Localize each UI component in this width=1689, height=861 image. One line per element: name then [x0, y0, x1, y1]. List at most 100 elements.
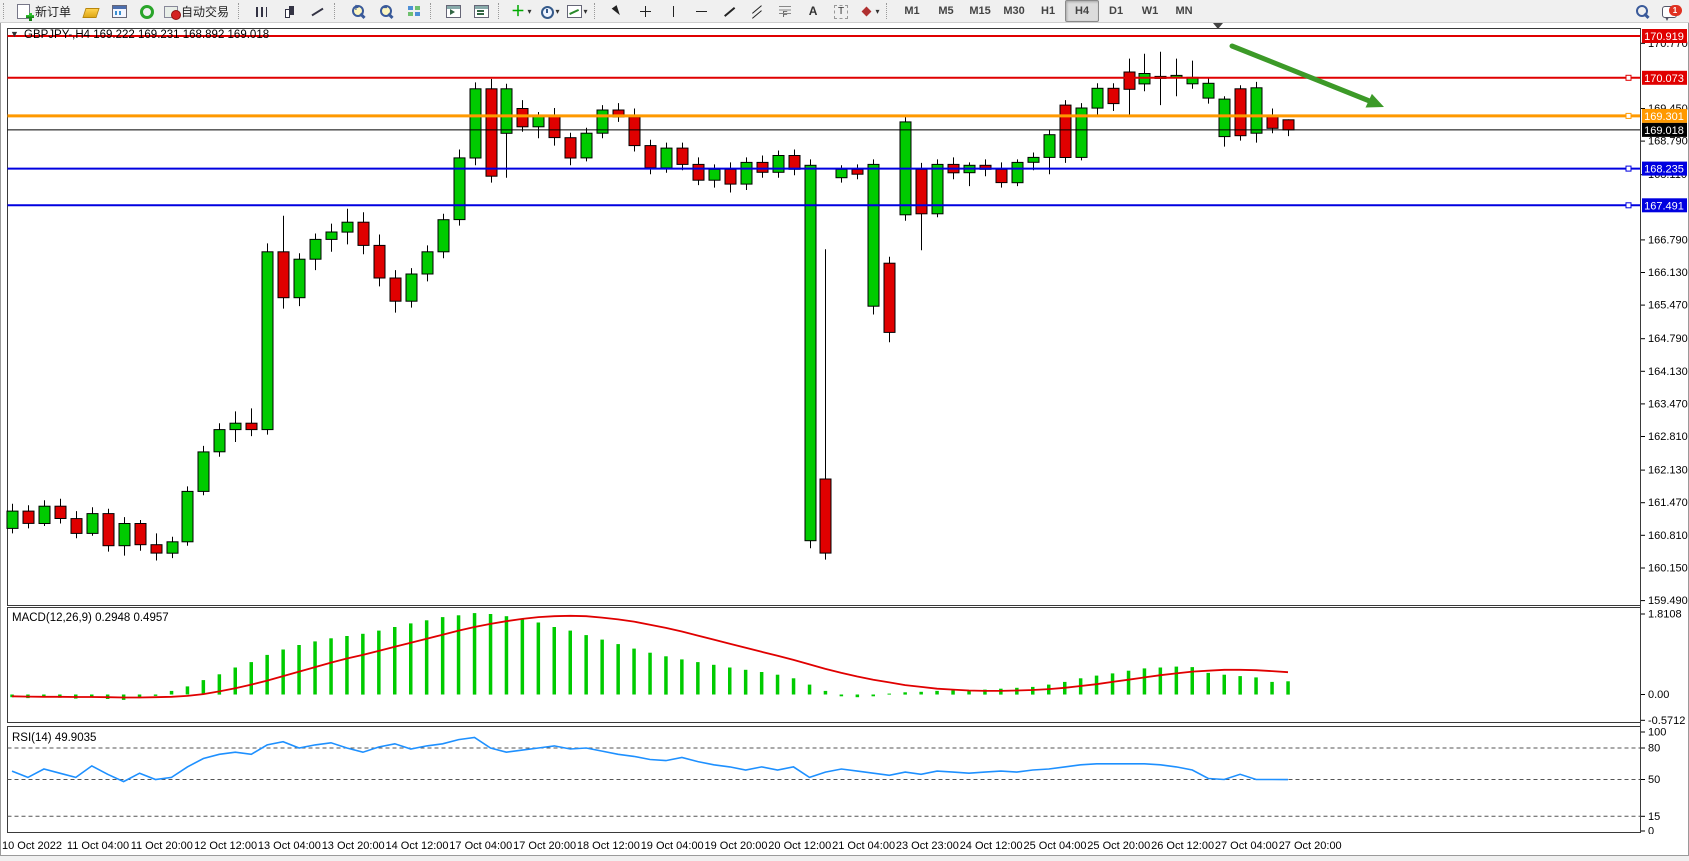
equidistant-channel-button[interactable]: [743, 0, 771, 22]
text-label-button[interactable]: T: [827, 0, 855, 22]
templates-button[interactable]: ▾: [563, 0, 591, 22]
macd-histogram-bar: [951, 690, 955, 695]
candlestick-chart-button[interactable]: [275, 0, 303, 22]
bar-chart-button[interactable]: [247, 0, 275, 22]
cursor-button[interactable]: [603, 0, 631, 22]
vertical-line-button[interactable]: [659, 0, 687, 22]
rsi-scale-label: 15: [1648, 811, 1660, 823]
timeframe-m5-button[interactable]: M5: [938, 5, 954, 17]
window-a-icon: [445, 5, 461, 18]
date-label: 19 Oct 04:00: [641, 840, 704, 852]
macd-histogram-bar: [1190, 667, 1194, 695]
bull-candle: [804, 164, 817, 542]
indicators-button[interactable]: ＋ ▾: [507, 0, 535, 22]
fibonacci-button[interactable]: F: [771, 0, 799, 22]
price-badge-label: 170.919: [1644, 31, 1684, 43]
bull-candle: [166, 541, 179, 554]
macd-pane[interactable]: [7, 607, 1641, 723]
tile-windows-icon: [406, 4, 421, 19]
price-tick-label: 164.130: [1648, 366, 1688, 378]
time-axis[interactable]: [1, 834, 1688, 855]
toolbar-grip: [430, 3, 435, 19]
bear-candle: [724, 168, 737, 185]
toolbar-grip: [238, 3, 243, 19]
toolbar-grip: [334, 3, 339, 19]
signals-button[interactable]: [133, 0, 161, 22]
macd-scale-label: 1.8108: [1648, 609, 1682, 621]
date-label: 17 Oct 04:00: [449, 840, 512, 852]
macd-histogram-bar: [983, 689, 987, 695]
bear-candle: [485, 88, 498, 177]
timeframe-d1-button[interactable]: D1: [1109, 5, 1124, 17]
candlestick-icon: [282, 4, 297, 19]
new-order-button[interactable]: 新订单: [12, 0, 77, 22]
macd-histogram-bar: [265, 654, 269, 695]
bull-candle: [213, 429, 226, 453]
macd-histogram-bar: [823, 690, 828, 695]
timeframe-mn-button[interactable]: MN: [1175, 5, 1193, 17]
zoom-out-button[interactable]: [371, 0, 399, 22]
periods-button[interactable]: ▾: [535, 0, 563, 22]
macd-histogram-bar: [1174, 666, 1179, 695]
gold-button[interactable]: [77, 0, 105, 22]
line-chart-button[interactable]: [303, 0, 331, 22]
bear-candle: [516, 108, 529, 128]
timeframe-m15-button[interactable]: M15: [969, 5, 991, 17]
bull-candle: [421, 251, 434, 275]
bull-candle: [580, 132, 593, 159]
crosshair-button[interactable]: [631, 0, 659, 22]
bar-chart-icon: [254, 4, 269, 19]
macd-histogram-bar: [440, 617, 445, 695]
line-handle[interactable]: [1625, 74, 1632, 81]
trend-arrow[interactable]: [1229, 43, 1375, 105]
macd-histogram-bar: [249, 662, 253, 695]
line-handle[interactable]: [1625, 202, 1632, 209]
bear-candle: [1234, 88, 1247, 137]
macd-histogram-bar: [393, 627, 397, 695]
search-button[interactable]: [1627, 0, 1655, 22]
symbol-collapse-icon[interactable]: ▼: [10, 29, 19, 39]
bear-candle: [628, 116, 641, 147]
chart-canvas[interactable]: 170.770169.450168.790168.110166.790166.1…: [0, 22, 1689, 856]
trendline-button[interactable]: [715, 0, 743, 22]
dropdown-caret-icon: ▾: [875, 6, 880, 16]
notifications-button[interactable]: 1: [1655, 0, 1683, 22]
line-handle[interactable]: [1625, 165, 1632, 172]
bear-candle: [564, 137, 577, 159]
macd-histogram-bar: [1222, 674, 1226, 695]
timeframe-h4-button[interactable]: H4: [1065, 0, 1100, 22]
macd-histogram-bar: [568, 630, 572, 695]
macd-histogram-bar: [552, 627, 556, 695]
trend-arrow-head[interactable]: [1365, 93, 1385, 108]
tile-windows-button[interactable]: [399, 0, 427, 22]
bear-candle: [851, 168, 864, 175]
timeframe-m1-button[interactable]: M1: [904, 5, 920, 17]
horizontal-line-button[interactable]: [687, 0, 715, 22]
doc-plus-icon: [17, 3, 34, 21]
timeframe-h1-button[interactable]: H1: [1041, 5, 1056, 17]
autotrading-button[interactable]: 自动交易: [161, 0, 235, 22]
bull-candle: [437, 219, 450, 253]
macd-histogram-bar: [1126, 670, 1131, 695]
auto-scroll-button[interactable]: [439, 0, 467, 22]
bear-candle: [389, 277, 402, 302]
bull-candle: [405, 273, 418, 302]
chart-shift-button[interactable]: [467, 0, 495, 22]
price-axis[interactable]: [1641, 23, 1688, 834]
zoom-out-icon: [378, 3, 394, 19]
timeframe-w1-button[interactable]: W1: [1141, 5, 1159, 17]
zoom-in-button[interactable]: [343, 0, 371, 22]
timeframe-m30-button[interactable]: M30: [1003, 5, 1025, 17]
bear-candle: [102, 513, 115, 547]
market-watch-button[interactable]: [105, 0, 133, 22]
macd-histogram-bar: [297, 645, 301, 695]
macd-histogram-bar: [409, 623, 413, 695]
line-handle[interactable]: [1625, 112, 1632, 119]
macd-histogram-bar: [185, 686, 190, 695]
hline-icon: [694, 4, 709, 19]
arrows-button[interactable]: ▾: [855, 0, 883, 22]
text-button[interactable]: A: [799, 0, 827, 22]
bear-candle: [1123, 71, 1136, 90]
macd-histogram-bar: [807, 684, 812, 695]
price-tick-label: 162.130: [1648, 465, 1688, 477]
